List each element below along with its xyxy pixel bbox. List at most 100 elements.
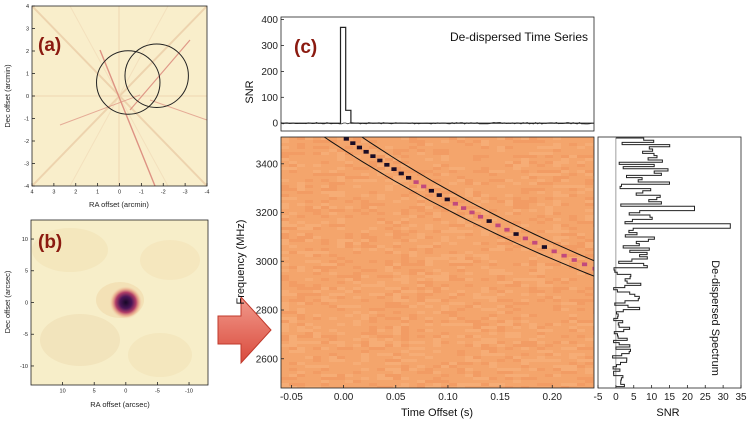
waterfall-ytick-label: 2800 xyxy=(256,306,279,317)
panel-a-xtick-label: 0 xyxy=(118,190,121,196)
panel-a-xtick-label: 3 xyxy=(52,190,55,196)
pulse-pixel xyxy=(571,258,577,262)
timeseries-ytick-label: 300 xyxy=(261,41,278,52)
waterfall-xtick-label: 0.10 xyxy=(438,392,458,403)
waterfall-ytick-label: 3000 xyxy=(256,257,279,268)
panel-b-xtick-label: 10 xyxy=(60,389,66,395)
panel-a-ytick-label: -3 xyxy=(24,161,29,167)
pulse-pixel xyxy=(581,262,588,267)
panel-b-ytick-label: 10 xyxy=(22,237,28,243)
spectrum-xticks: -5 0 5 10 15 20 25 30 35 xyxy=(594,385,747,403)
pulse-pixel xyxy=(444,197,450,202)
waterfall-noise xyxy=(281,137,594,388)
panel-a-yticks: 4 3 2 1 0 -1 -2 -3 -4 xyxy=(24,4,35,190)
spectrum-axes xyxy=(597,136,742,389)
timeseries-ytick-label: 0 xyxy=(272,119,278,130)
pulse-pixel xyxy=(384,162,390,167)
spectrum-xtick-label: 0 xyxy=(613,392,619,403)
panel-b-ytick-label: -10 xyxy=(20,364,28,370)
panel-a-xtick-label: 2 xyxy=(74,190,77,196)
pulse-pixel xyxy=(452,201,458,206)
panel-b-yticks: 10 5 0 -5 -10 xyxy=(20,237,34,370)
pulse-pixel xyxy=(350,141,356,146)
pulse-pixel xyxy=(541,245,547,249)
beam-circle-2 xyxy=(124,43,189,108)
pulse-pixel xyxy=(551,249,557,254)
panel-a-ytick-label: -1 xyxy=(24,116,29,122)
spectrum-line xyxy=(612,137,731,388)
waterfall-xlabel: Time Offset (s) xyxy=(401,407,473,419)
panel-a-ytick-label: 0 xyxy=(26,94,29,100)
panel-a-xtick-label: -2 xyxy=(161,190,166,196)
pulse-pixel xyxy=(504,227,510,232)
pulse-pixel xyxy=(363,149,369,154)
waterfall-ytick-label: 3200 xyxy=(256,208,279,219)
panel-a-artifacts xyxy=(32,6,207,186)
waterfall-ytick-label: 2600 xyxy=(256,354,279,365)
pulse-pixel xyxy=(486,219,492,223)
beam-circle-1 xyxy=(96,50,161,115)
timeseries-yticks: 0 100 200 300 400 xyxy=(261,15,284,130)
panel-b-xtick-label: -10 xyxy=(185,389,193,395)
spectrum-xtick-label: 10 xyxy=(646,392,658,403)
panel-a-ytick-label: 3 xyxy=(26,26,29,32)
panel-a-ytick-label: -4 xyxy=(24,184,29,190)
panel-a-ytick-label: 1 xyxy=(26,71,29,77)
panel-a-xticks: 4 3 2 1 0 -1 -2 -3 -4 xyxy=(30,183,209,196)
pulse-pixel xyxy=(460,206,467,210)
panel-b: 10 5 0 -5 -10 10 5 0 -5 -10 (b) RA offset (arcse… xyxy=(3,219,209,409)
panel-b-label: (b) xyxy=(38,232,62,253)
waterfall-xtick-label: 0.00 xyxy=(334,392,354,403)
timeseries-ytick-label: 400 xyxy=(261,15,278,26)
timeseries-ylabel: SNR xyxy=(244,80,256,103)
panel-a-xlabel: RA offset (arcmin) xyxy=(89,200,149,209)
panel-a-ytick-label: 2 xyxy=(26,49,29,55)
timeseries-ytick-label: 100 xyxy=(261,93,278,104)
waterfall-xtick-label: 0.15 xyxy=(490,392,510,403)
panel-b-ytick-label: 5 xyxy=(25,269,28,275)
pulse-pixel xyxy=(469,210,475,215)
panel-b-xtick-label: 5 xyxy=(93,389,96,395)
spectrum-xtick-label: 25 xyxy=(700,392,712,403)
pulse-pixel xyxy=(377,158,383,163)
sweep-boundary-right xyxy=(361,137,594,262)
pulse-pixel xyxy=(495,223,501,228)
panel-a-ytick-label: -2 xyxy=(24,139,29,145)
pulse-pixel xyxy=(522,236,528,241)
pulse-pixel xyxy=(406,175,412,180)
source-blob xyxy=(108,285,143,320)
spectrum-xlabel: SNR xyxy=(656,407,679,419)
panel-b-xtick-label: 0 xyxy=(124,389,127,395)
spectrum-xtick-label: 30 xyxy=(718,392,730,403)
waterfall-xtick-label: -0.05 xyxy=(280,392,303,403)
spectrum-bars xyxy=(612,137,731,388)
pulse-pixel xyxy=(413,180,419,184)
right-arrow-icon xyxy=(217,295,272,365)
spectrum-xtick-label: -5 xyxy=(594,392,603,403)
waterfall-ylabel: Frequency (MHz) xyxy=(235,220,247,305)
waterfall-ytick-label: 3400 xyxy=(256,159,279,170)
panel-b-xtick-label: -5 xyxy=(155,389,160,395)
panel-a-ylabel: Dec offset (arcmin) xyxy=(3,64,12,128)
pulse-pixel xyxy=(421,184,427,189)
timeseries-ytick-label: 200 xyxy=(261,67,278,78)
pulse-pixel xyxy=(343,137,349,141)
pulse-pixel xyxy=(561,253,567,258)
pulse-pixel xyxy=(428,188,435,193)
panel-a-label: (a) xyxy=(38,35,61,56)
waterfall-xtick-label: 0.05 xyxy=(386,392,406,403)
pulse-pixel xyxy=(391,167,397,171)
panel-a-xtick-label: -3 xyxy=(183,190,188,196)
pulse-pixel xyxy=(370,154,376,158)
panel-c-waterfall: -0.05 0.00 0.05 0.10 0.15 0.20 2600 2800 3000 32… xyxy=(235,136,595,419)
timeseries-pulse xyxy=(281,26,594,124)
panel-c-timeseries: 0 100 200 300 400 (c) De-dispersed Time Seri… xyxy=(244,15,595,132)
panel-c-label: (c) xyxy=(294,37,317,58)
panel-b-ylabel: Dec offset (arcsec) xyxy=(3,270,12,333)
waterfall-frame xyxy=(280,136,595,389)
spectrum-xtick-label: 35 xyxy=(735,392,747,403)
panel-b-ytick-label: 0 xyxy=(25,300,28,306)
pulse-pixel xyxy=(513,232,519,236)
pulse-pixel xyxy=(398,171,404,176)
